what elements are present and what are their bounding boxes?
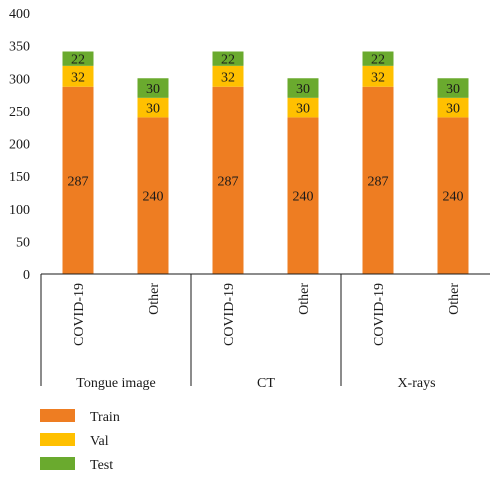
y-tick-label: 0	[23, 268, 30, 283]
legend: Train Val Test	[40, 409, 120, 473]
data-label: 30	[146, 102, 160, 117]
x-category-label: COVID-19	[372, 283, 387, 346]
data-label: 32	[71, 70, 85, 85]
data-label: 30	[446, 82, 460, 97]
data-label: 287	[218, 174, 239, 189]
data-label: 30	[296, 102, 310, 117]
y-tick-label: 150	[9, 170, 30, 185]
y-axis: 0 50 100 150 200 250 300 350 400	[9, 7, 30, 283]
x-category-label: COVID-19	[222, 283, 237, 346]
legend-label: Test	[90, 458, 113, 473]
legend-label: Val	[90, 434, 109, 449]
legend-swatch-val	[40, 433, 75, 446]
x-group-label: Tongue image	[76, 376, 156, 391]
y-tick-label: 350	[9, 40, 30, 55]
data-label: 240	[293, 190, 314, 205]
y-tick-label: 200	[9, 138, 30, 153]
legend-label: Train	[90, 410, 120, 425]
bars: 287 32 22 240 30 30 287 32 22 240 30 30 287 32 22 240 30…	[63, 51, 469, 274]
data-label: 30	[296, 82, 310, 97]
data-label: 22	[371, 53, 385, 68]
x-category-label: Other	[297, 283, 312, 315]
data-label: 287	[368, 174, 389, 189]
y-tick-label: 250	[9, 105, 30, 120]
data-label: 287	[68, 174, 89, 189]
x-category-label: COVID-19	[72, 283, 87, 346]
data-label: 240	[143, 190, 164, 205]
legend-swatch-test	[40, 457, 75, 470]
x-category-label: Other	[447, 283, 462, 315]
data-label: 240	[443, 190, 464, 205]
x-axis: COVID-19 Other Tongue image COVID-19 Other CT…	[41, 274, 490, 391]
data-label: 32	[371, 70, 385, 85]
data-label: 30	[146, 82, 160, 97]
x-category-label: Other	[147, 283, 162, 315]
y-tick-label: 100	[9, 203, 30, 218]
data-label: 22	[221, 53, 235, 68]
legend-swatch-train	[40, 409, 75, 422]
y-tick-label: 400	[9, 7, 30, 22]
x-group-label: CT	[257, 376, 275, 391]
x-group-label: X-rays	[397, 376, 435, 391]
data-label: 22	[71, 53, 85, 68]
data-label: 30	[446, 102, 460, 117]
y-tick-label: 50	[16, 235, 30, 250]
y-tick-label: 300	[9, 72, 30, 87]
data-label: 32	[221, 70, 235, 85]
